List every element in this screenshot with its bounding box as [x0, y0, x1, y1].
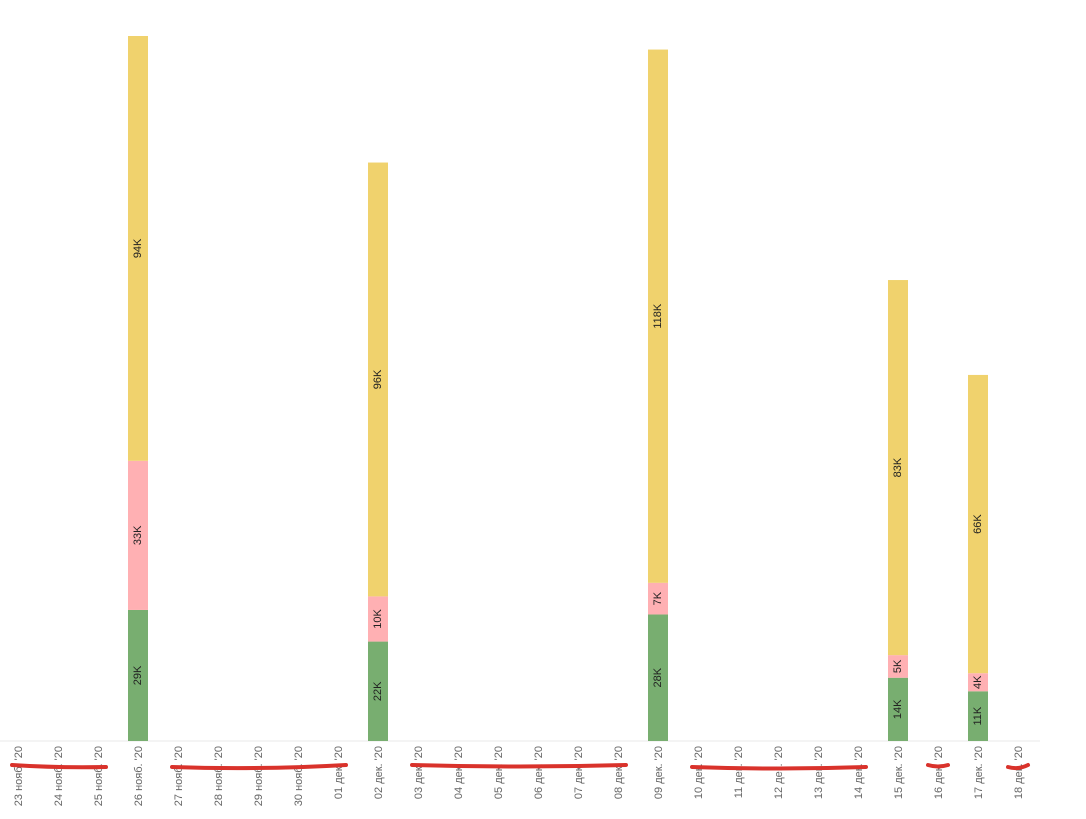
x-tick-label: 11 дек. '20	[733, 746, 745, 798]
bar-segment-9-1[interactable]	[368, 596, 388, 642]
x-tick-label: 01 дек. '20	[333, 746, 345, 799]
red-marker-stroke	[10, 763, 108, 770]
red-marker-stroke	[926, 763, 950, 769]
x-tick-label: 26 нояб. '20	[133, 746, 145, 806]
bar-segment-3-2[interactable]	[128, 36, 148, 461]
bars-layer	[128, 36, 988, 741]
segment-value-label: 94K	[132, 238, 144, 258]
segment-value-label: 28K	[652, 667, 664, 687]
x-tick-label: 16 дек. '20	[933, 746, 945, 799]
segment-value-label: 96K	[372, 369, 384, 389]
bar-segment-24-0[interactable]	[968, 691, 988, 741]
x-tick-label: 02 дек. '20	[373, 746, 385, 799]
x-tick-label: 27 нояб. '20	[173, 746, 185, 806]
red-marker-stroke	[170, 763, 348, 771]
red-marker-stroke	[1006, 763, 1030, 771]
red-marker-stroke	[690, 765, 868, 771]
x-tick-label: 17 дек. '20	[973, 746, 985, 799]
bar-segment-24-2[interactable]	[968, 374, 988, 674]
bar-segment-16-1[interactable]	[648, 582, 668, 615]
x-tick-label: 15 дек. '20	[893, 746, 905, 799]
segment-labels-layer: 29K 33K 94K 22K 10K 96K 28K 7K 118K 14K 5K 83K 11K 4K…	[132, 238, 984, 726]
segment-value-label: 7K	[652, 591, 664, 605]
segment-value-label: 22K	[372, 681, 384, 701]
x-tick-label: 18 дек. '20	[1013, 746, 1025, 799]
x-tick-label: 25 нояб. '20	[93, 746, 105, 806]
bar-segment-3-1[interactable]	[128, 460, 148, 610]
segment-value-label: 66K	[972, 514, 984, 534]
x-tick-label: 12 дек. '20	[773, 746, 785, 799]
segment-value-label: 33K	[132, 525, 144, 545]
red-marker-stroke	[410, 763, 628, 769]
x-tick-label: 07 дек. '20	[573, 746, 585, 799]
x-tick-label: 03 дек. '20	[413, 746, 425, 799]
bar-segment-9-0[interactable]	[368, 641, 388, 741]
bar-segment-9-2[interactable]	[368, 162, 388, 597]
bar-segment-22-1[interactable]	[888, 655, 908, 678]
bar-segment-22-0[interactable]	[888, 677, 908, 741]
x-tick-label: 06 дек. '20	[533, 746, 545, 799]
x-tick-label: 09 дек. '20	[653, 746, 665, 799]
bar-segment-24-1[interactable]	[968, 673, 988, 692]
segment-value-label: 118K	[652, 303, 664, 329]
segment-value-label: 83K	[892, 457, 904, 477]
x-tick-label: 10 дек. '20	[693, 746, 705, 799]
x-tick-label: 08 дек. '20	[613, 746, 625, 799]
bar-segment-3-0[interactable]	[128, 609, 148, 741]
segment-value-label: 5K	[892, 659, 904, 673]
segment-value-label: 10K	[372, 609, 384, 629]
red-marker-strokes-layer	[10, 763, 1030, 771]
segment-value-label: 14K	[892, 699, 904, 719]
x-tick-label: 29 нояб. '20	[253, 746, 265, 806]
x-tick-label: 14 дек. '20	[853, 746, 865, 799]
x-tick-label: 04 дек. '20	[453, 746, 465, 799]
x-tick-label: 28 нояб. '20	[213, 746, 225, 806]
bar-segment-22-2[interactable]	[888, 280, 908, 656]
x-tick-label: 13 дек. '20	[813, 746, 825, 799]
segment-value-label: 29K	[132, 665, 144, 685]
segment-value-label: 4K	[972, 675, 984, 689]
x-tick-label: 24 нояб. '20	[53, 746, 65, 806]
x-tick-label: 23 нояб. '20	[13, 746, 25, 806]
bar-segment-16-2[interactable]	[648, 49, 668, 583]
x-tick-label: 05 дек. '20	[493, 746, 505, 799]
segment-value-label: 11K	[972, 706, 984, 725]
x-tick-labels-layer: 23 нояб. '20 24 нояб. '20 25 нояб. '20 26 н…	[13, 746, 1025, 806]
x-tick-label: 30 нояб. '20	[293, 746, 305, 806]
bar-segment-16-0[interactable]	[648, 614, 668, 741]
